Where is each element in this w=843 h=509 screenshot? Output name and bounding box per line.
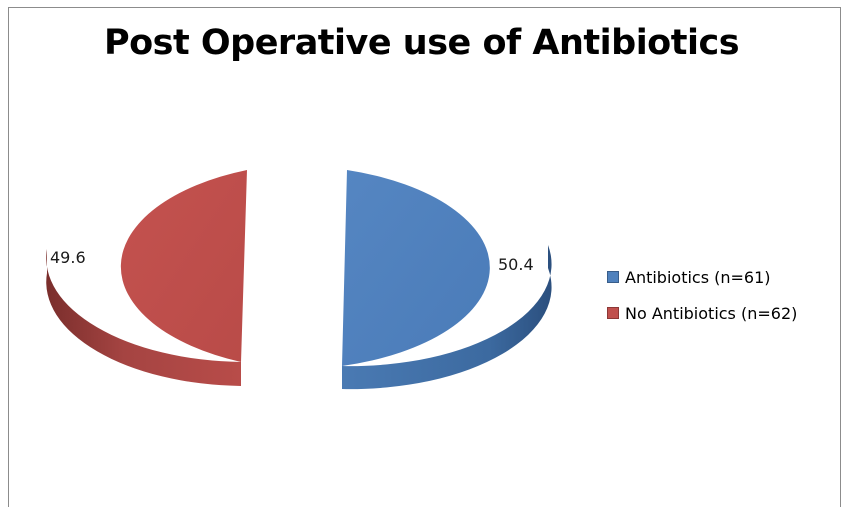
data-label-no-antibiotics: 49.6 (50, 248, 86, 267)
legend-item-no-antibiotics: No Antibiotics (n=62) (607, 302, 797, 324)
slice-antibiotics-top (342, 170, 490, 366)
legend-label-antibiotics: Antibiotics (n=61) (625, 267, 771, 287)
data-label-antibiotics: 50.4 (498, 255, 534, 274)
slice-no-antibiotics-side (46, 249, 241, 386)
chart-title: Post Operative use of Antibiotics (103, 23, 740, 63)
legend-swatch-antibiotics (607, 271, 619, 283)
slice-no-antibiotics-top (120, 170, 247, 362)
legend-swatch-no-antibiotics (607, 307, 619, 319)
legend: Antibiotics (n=61) No Antibiotics (n=62) (607, 266, 797, 338)
slice-no-antibiotics (46, 170, 247, 386)
legend-label-no-antibiotics: No Antibiotics (n=62) (625, 303, 798, 323)
slice-antibiotics (342, 170, 552, 390)
slice-antibiotics-side (342, 245, 552, 390)
legend-item-antibiotics: Antibiotics (n=61) (607, 266, 797, 288)
